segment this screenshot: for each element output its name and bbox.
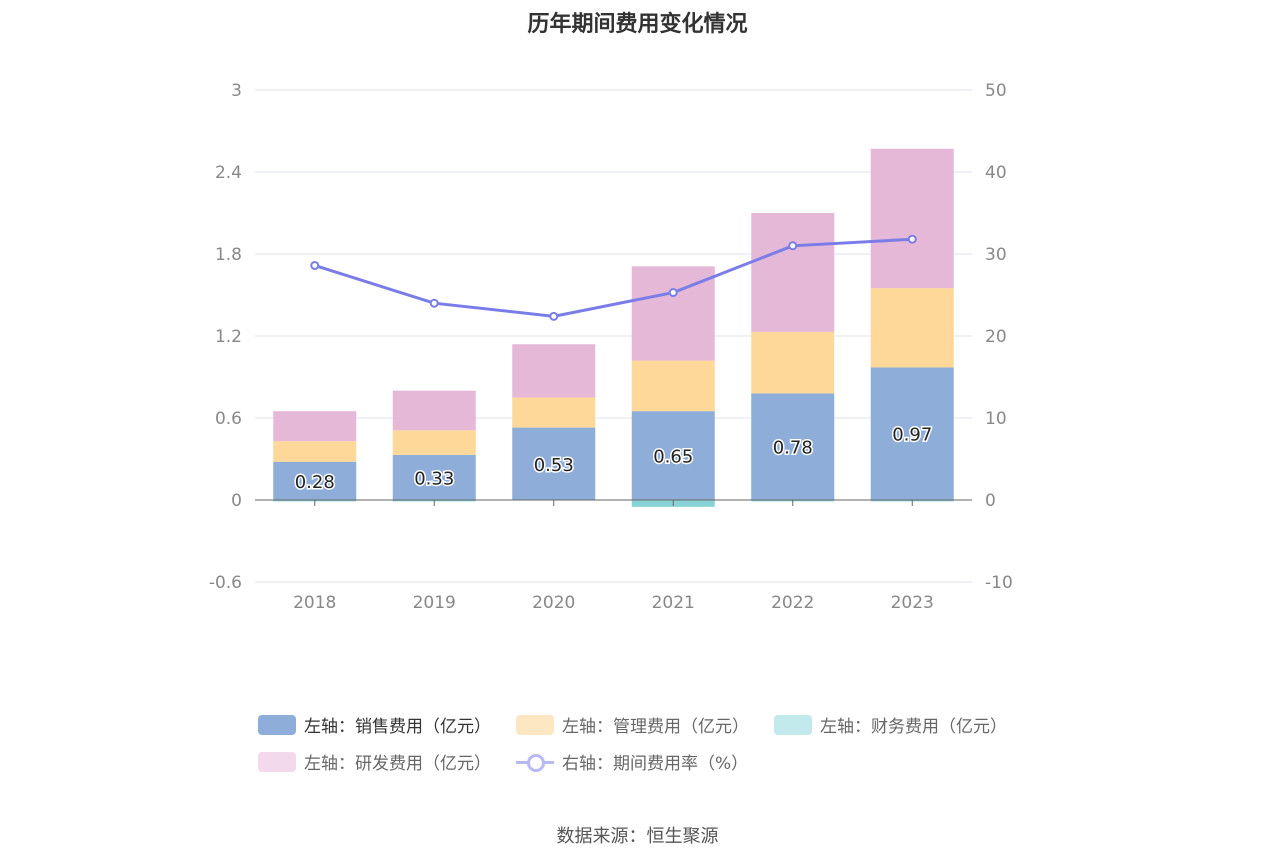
- left-axis-tick-label: -0.6: [209, 573, 242, 593]
- right-axis-tick-label: 0: [985, 491, 996, 511]
- legend-rate-label: 右轴：期间费用率（%）: [562, 754, 749, 774]
- left-axis-tick-label: 1.8: [215, 245, 242, 265]
- bar-sales: [273, 461, 357, 500]
- bar-sales: [392, 454, 476, 500]
- left-axis-tick-label: 2.4: [215, 163, 242, 183]
- left-axis-tick-label: 1.2: [215, 327, 242, 347]
- rate-point: [907, 234, 917, 244]
- legend-sales-swatch: [258, 714, 296, 735]
- rate-point: [549, 311, 559, 321]
- legend-sales-label: 左轴：销售费用（亿元）: [304, 717, 491, 737]
- rate-point: [788, 241, 798, 251]
- legend-rnd-label: 左轴：研发费用（亿元）: [304, 754, 491, 774]
- left-axis-tick-label: 3: [231, 81, 242, 101]
- bar-sales: [870, 367, 954, 500]
- bar-value-label: 0.65: [653, 447, 693, 468]
- x-axis-tick-label: 2018: [293, 593, 336, 613]
- legend-rate[interactable]: 右轴：期间费用率（%）: [516, 749, 748, 774]
- legend-rnd-swatch: [258, 751, 296, 772]
- left-axis-tick-label: 0: [231, 491, 242, 511]
- bar-admin: [512, 397, 596, 428]
- bar-value-label: 0.78: [773, 438, 813, 459]
- bar-rnd: [273, 411, 357, 442]
- x-axis-tick-label: 2020: [532, 593, 575, 613]
- bar-admin: [273, 441, 357, 462]
- right-axis-tick-label: 30: [985, 245, 1007, 265]
- bar-rnd: [392, 390, 476, 431]
- bar-value-label: 0.97: [892, 425, 932, 446]
- x-axis-tick-label: 2019: [413, 593, 456, 613]
- x-axis-tick-label: 2023: [891, 593, 934, 613]
- rate-point: [668, 288, 678, 298]
- rate-point: [429, 298, 439, 308]
- right-axis-tick-label: 10: [985, 409, 1007, 429]
- bar-sales: [751, 393, 835, 500]
- right-axis-tick-label: 40: [985, 163, 1007, 183]
- left-axis-tick-label: 0.6: [215, 409, 242, 429]
- bar-value-label: 0.53: [534, 455, 574, 476]
- legend-admin-label: 左轴：管理费用（亿元）: [562, 717, 749, 737]
- x-axis-tick-label: 2021: [652, 593, 695, 613]
- legend-admin[interactable]: 左轴：管理费用（亿元）: [516, 712, 749, 737]
- bar-admin: [392, 430, 476, 455]
- bar-admin: [870, 288, 954, 368]
- legend-rnd[interactable]: 左轴：研发费用（亿元）: [258, 749, 491, 774]
- bar-rnd: [870, 148, 954, 289]
- legend-rate-icon: [516, 752, 554, 772]
- legend-finance-label: 左轴：财务费用（亿元）: [820, 717, 1007, 737]
- bar-rnd: [751, 213, 835, 332]
- rate-line: [314, 237, 913, 318]
- right-axis-tick-label: 20: [985, 327, 1007, 347]
- bar-admin: [631, 360, 715, 412]
- rate-point: [310, 260, 320, 270]
- legend-sales[interactable]: 左轴：销售费用（亿元）: [258, 712, 491, 737]
- bar-admin: [751, 331, 835, 394]
- data-source: 数据来源：恒生聚源: [556, 826, 719, 847]
- legend-admin-swatch: [516, 714, 554, 735]
- bar-sales: [631, 411, 715, 500]
- bar-sales: [512, 427, 596, 500]
- bar-value-label: 0.28: [295, 472, 335, 493]
- bar-value-label: 0.33: [414, 468, 454, 489]
- right-axis-tick-label: -10: [985, 573, 1013, 593]
- x-axis-tick-label: 2022: [771, 593, 814, 613]
- chart-title: 历年期间费用变化情况: [527, 12, 748, 37]
- bar-rnd: [512, 344, 596, 398]
- legend-finance[interactable]: 左轴：财务费用（亿元）: [774, 712, 1007, 737]
- right-axis-tick-label: 50: [985, 81, 1007, 101]
- legend-finance-swatch: [774, 714, 812, 735]
